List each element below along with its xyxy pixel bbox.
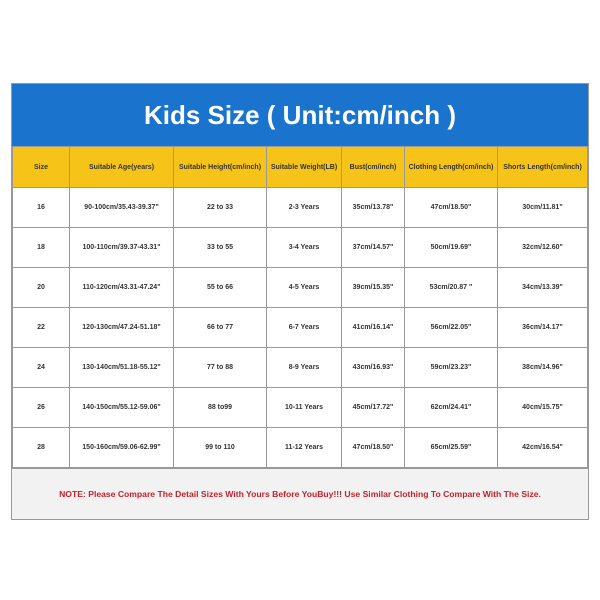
note: NOTE: Please Compare The Detail Sizes Wi… <box>12 468 588 519</box>
table-cell: 10-11 Years <box>266 387 342 428</box>
column-header: Suitable Age(years) <box>69 146 174 188</box>
table-cell: 99 to 110 <box>173 427 267 468</box>
table-cell: 77 to 88 <box>173 347 267 388</box>
table-cell: 120-130cm/47.24-51.18" <box>69 307 174 348</box>
table-cell: 28 <box>12 427 70 468</box>
column-header: Suitable Weight(LB) <box>266 146 342 188</box>
table-cell: 88 to99 <box>173 387 267 428</box>
table-cell: 4-5 Years <box>266 267 342 308</box>
table-cell: 2-3 Years <box>266 187 342 228</box>
table-cell: 40cm/15.75" <box>497 387 588 428</box>
table-cell: 47cm/18.50" <box>341 427 405 468</box>
table-cell: 26 <box>12 387 70 428</box>
table-row: 18 100-110cm/39.37-43.31" 33 to 55 3-4 Year… <box>12 227 588 268</box>
table-cell: 140-150cm/55.12-59.06" <box>69 387 174 428</box>
table-cell: 22 <box>12 307 70 348</box>
column-header: Clothing Length(cm/inch) <box>404 146 498 188</box>
table-cell: 35cm/13.78" <box>341 187 405 228</box>
table-cell: 150-160cm/59.06-62.99" <box>69 427 174 468</box>
table-cell: 3-4 Years <box>266 227 342 268</box>
column-header: Size <box>12 146 70 188</box>
table-cell: 18 <box>12 227 70 268</box>
table-cell: 20 <box>12 267 70 308</box>
table-cell: 22 to 33 <box>173 187 267 228</box>
table-cell: 100-110cm/39.37-43.31" <box>69 227 174 268</box>
column-header: Suitable Height(cm/inch) <box>173 146 267 188</box>
title: Kids Size ( Unit:cm/inch ) <box>12 84 588 146</box>
table-cell: 47cm/18.50" <box>404 187 498 228</box>
table-cell: 16 <box>12 187 70 228</box>
table-cell: 130-140cm/51.18-55.12" <box>69 347 174 388</box>
header-row: Size Suitable Age(years) Suitable Height(c… <box>12 146 588 188</box>
table-row: 22 120-130cm/47.24-51.18" 66 to 77 6-7 Year… <box>12 307 588 348</box>
table-row: 24 130-140cm/51.18-55.12" 77 to 88 8-9 Year… <box>12 347 588 388</box>
table-row: 28 150-160cm/59.06-62.99" 99 to 110 11-12 Y… <box>12 427 588 468</box>
size-table: Size Suitable Age(years) Suitable Height(c… <box>12 146 588 468</box>
table-cell: 39cm/15.35" <box>341 267 405 308</box>
table-cell: 65cm/25.59" <box>404 427 498 468</box>
table-cell: 11-12 Years <box>266 427 342 468</box>
table-body: 16 90-100cm/35.43-39.37" 22 to 33 2-3 Years… <box>12 187 588 468</box>
table-cell: 66 to 77 <box>173 307 267 348</box>
table-cell: 55 to 66 <box>173 267 267 308</box>
table-cell: 56cm/22.05" <box>404 307 498 348</box>
table-cell: 90-100cm/35.43-39.37" <box>69 187 174 228</box>
table-cell: 53cm/20.87 " <box>404 267 498 308</box>
table-cell: 32cm/12.60" <box>497 227 588 268</box>
table-cell: 110-120cm/43.31-47.24" <box>69 267 174 308</box>
table-cell: 62cm/24.41" <box>404 387 498 428</box>
column-header: Shorts Length(cm/inch) <box>497 146 588 188</box>
table-cell: 8-9 Years <box>266 347 342 388</box>
table-row: 16 90-100cm/35.43-39.37" 22 to 33 2-3 Years… <box>12 187 588 228</box>
table-cell: 37cm/14.57" <box>341 227 405 268</box>
table-cell: 43cm/16.93" <box>341 347 405 388</box>
table-cell: 38cm/14.96" <box>497 347 588 388</box>
size-chart: Kids Size ( Unit:cm/inch ) Size Suitable … <box>11 83 589 520</box>
table-cell: 42cm/16.54" <box>497 427 588 468</box>
table-cell: 6-7 Years <box>266 307 342 348</box>
table-cell: 24 <box>12 347 70 388</box>
table-cell: 30cm/11.81" <box>497 187 588 228</box>
table-cell: 45cm/17.72" <box>341 387 405 428</box>
table-cell: 36cm/14.17" <box>497 307 588 348</box>
table-cell: 41cm/16.14" <box>341 307 405 348</box>
table-cell: 33 to 55 <box>173 227 267 268</box>
column-header: Bust(cm/inch) <box>341 146 405 188</box>
table-cell: 50cm/19.69" <box>404 227 498 268</box>
table-row: 26 140-150cm/55.12-59.06" 88 to99 10-11 Yea… <box>12 387 588 428</box>
table-row: 20 110-120cm/43.31-47.24" 55 to 66 4-5 Year… <box>12 267 588 308</box>
table-cell: 59cm/23.23" <box>404 347 498 388</box>
table-cell: 34cm/13.39" <box>497 267 588 308</box>
